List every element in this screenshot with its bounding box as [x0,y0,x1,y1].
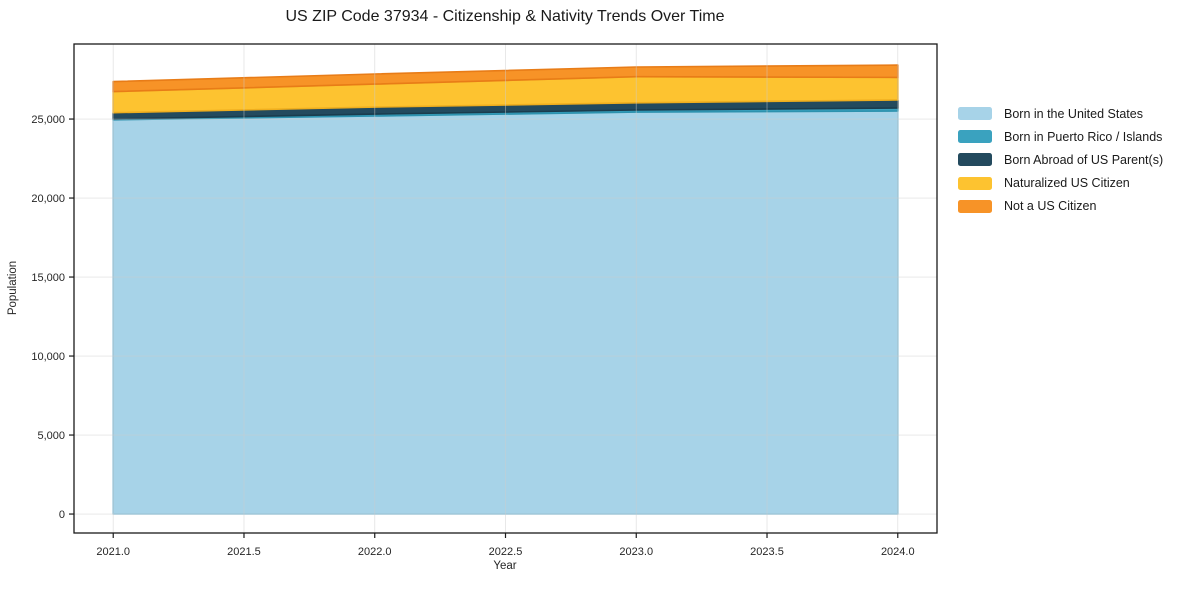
legend-label: Naturalized US Citizen [1004,176,1130,191]
y-tick-label: 20,000 [31,193,65,205]
legend-swatch [958,130,992,144]
legend-swatch [958,107,992,121]
x-tick-label: 2023.0 [619,546,653,558]
legend-swatch [958,153,992,167]
y-tick-label: 5,000 [37,430,65,442]
x-tick-label: 2023.5 [750,546,784,558]
legend-label: Not a US Citizen [1004,199,1097,214]
legend-label: Born in Puerto Rico / Islands [1004,129,1163,144]
y-tick-label: 25,000 [31,114,65,126]
y-tick-label: 0 [59,509,65,521]
legend-swatch [958,199,992,213]
y-tick-label: 10,000 [31,351,65,363]
legend-label: Born in the United States [1004,106,1143,121]
x-tick-label: 2021.5 [227,546,261,558]
legend-item: Born in the United States [958,102,1163,125]
legend-item: Born in Puerto Rico / Islands [958,125,1163,148]
x-tick-label: 2021.0 [96,546,130,558]
x-tick-label: 2024.0 [881,546,915,558]
x-tick-label: 2022.0 [358,546,392,558]
legend-item: Born Abroad of US Parent(s) [958,148,1163,171]
legend-item: Not a US Citizen [958,195,1163,218]
legend-item: Naturalized US Citizen [958,172,1163,195]
y-tick-label: 15,000 [31,272,65,284]
legend: Born in the United States Born in Puerto … [958,102,1163,218]
x-axis-label: Year [493,560,517,572]
x-tick-label: 2022.5 [489,546,523,558]
y-axis-label: Population [7,260,19,316]
chart-title: US ZIP Code 37934 - Citizenship & Nativi… [285,8,725,25]
legend-label: Born Abroad of US Parent(s) [1004,152,1164,167]
legend-swatch [958,176,992,190]
